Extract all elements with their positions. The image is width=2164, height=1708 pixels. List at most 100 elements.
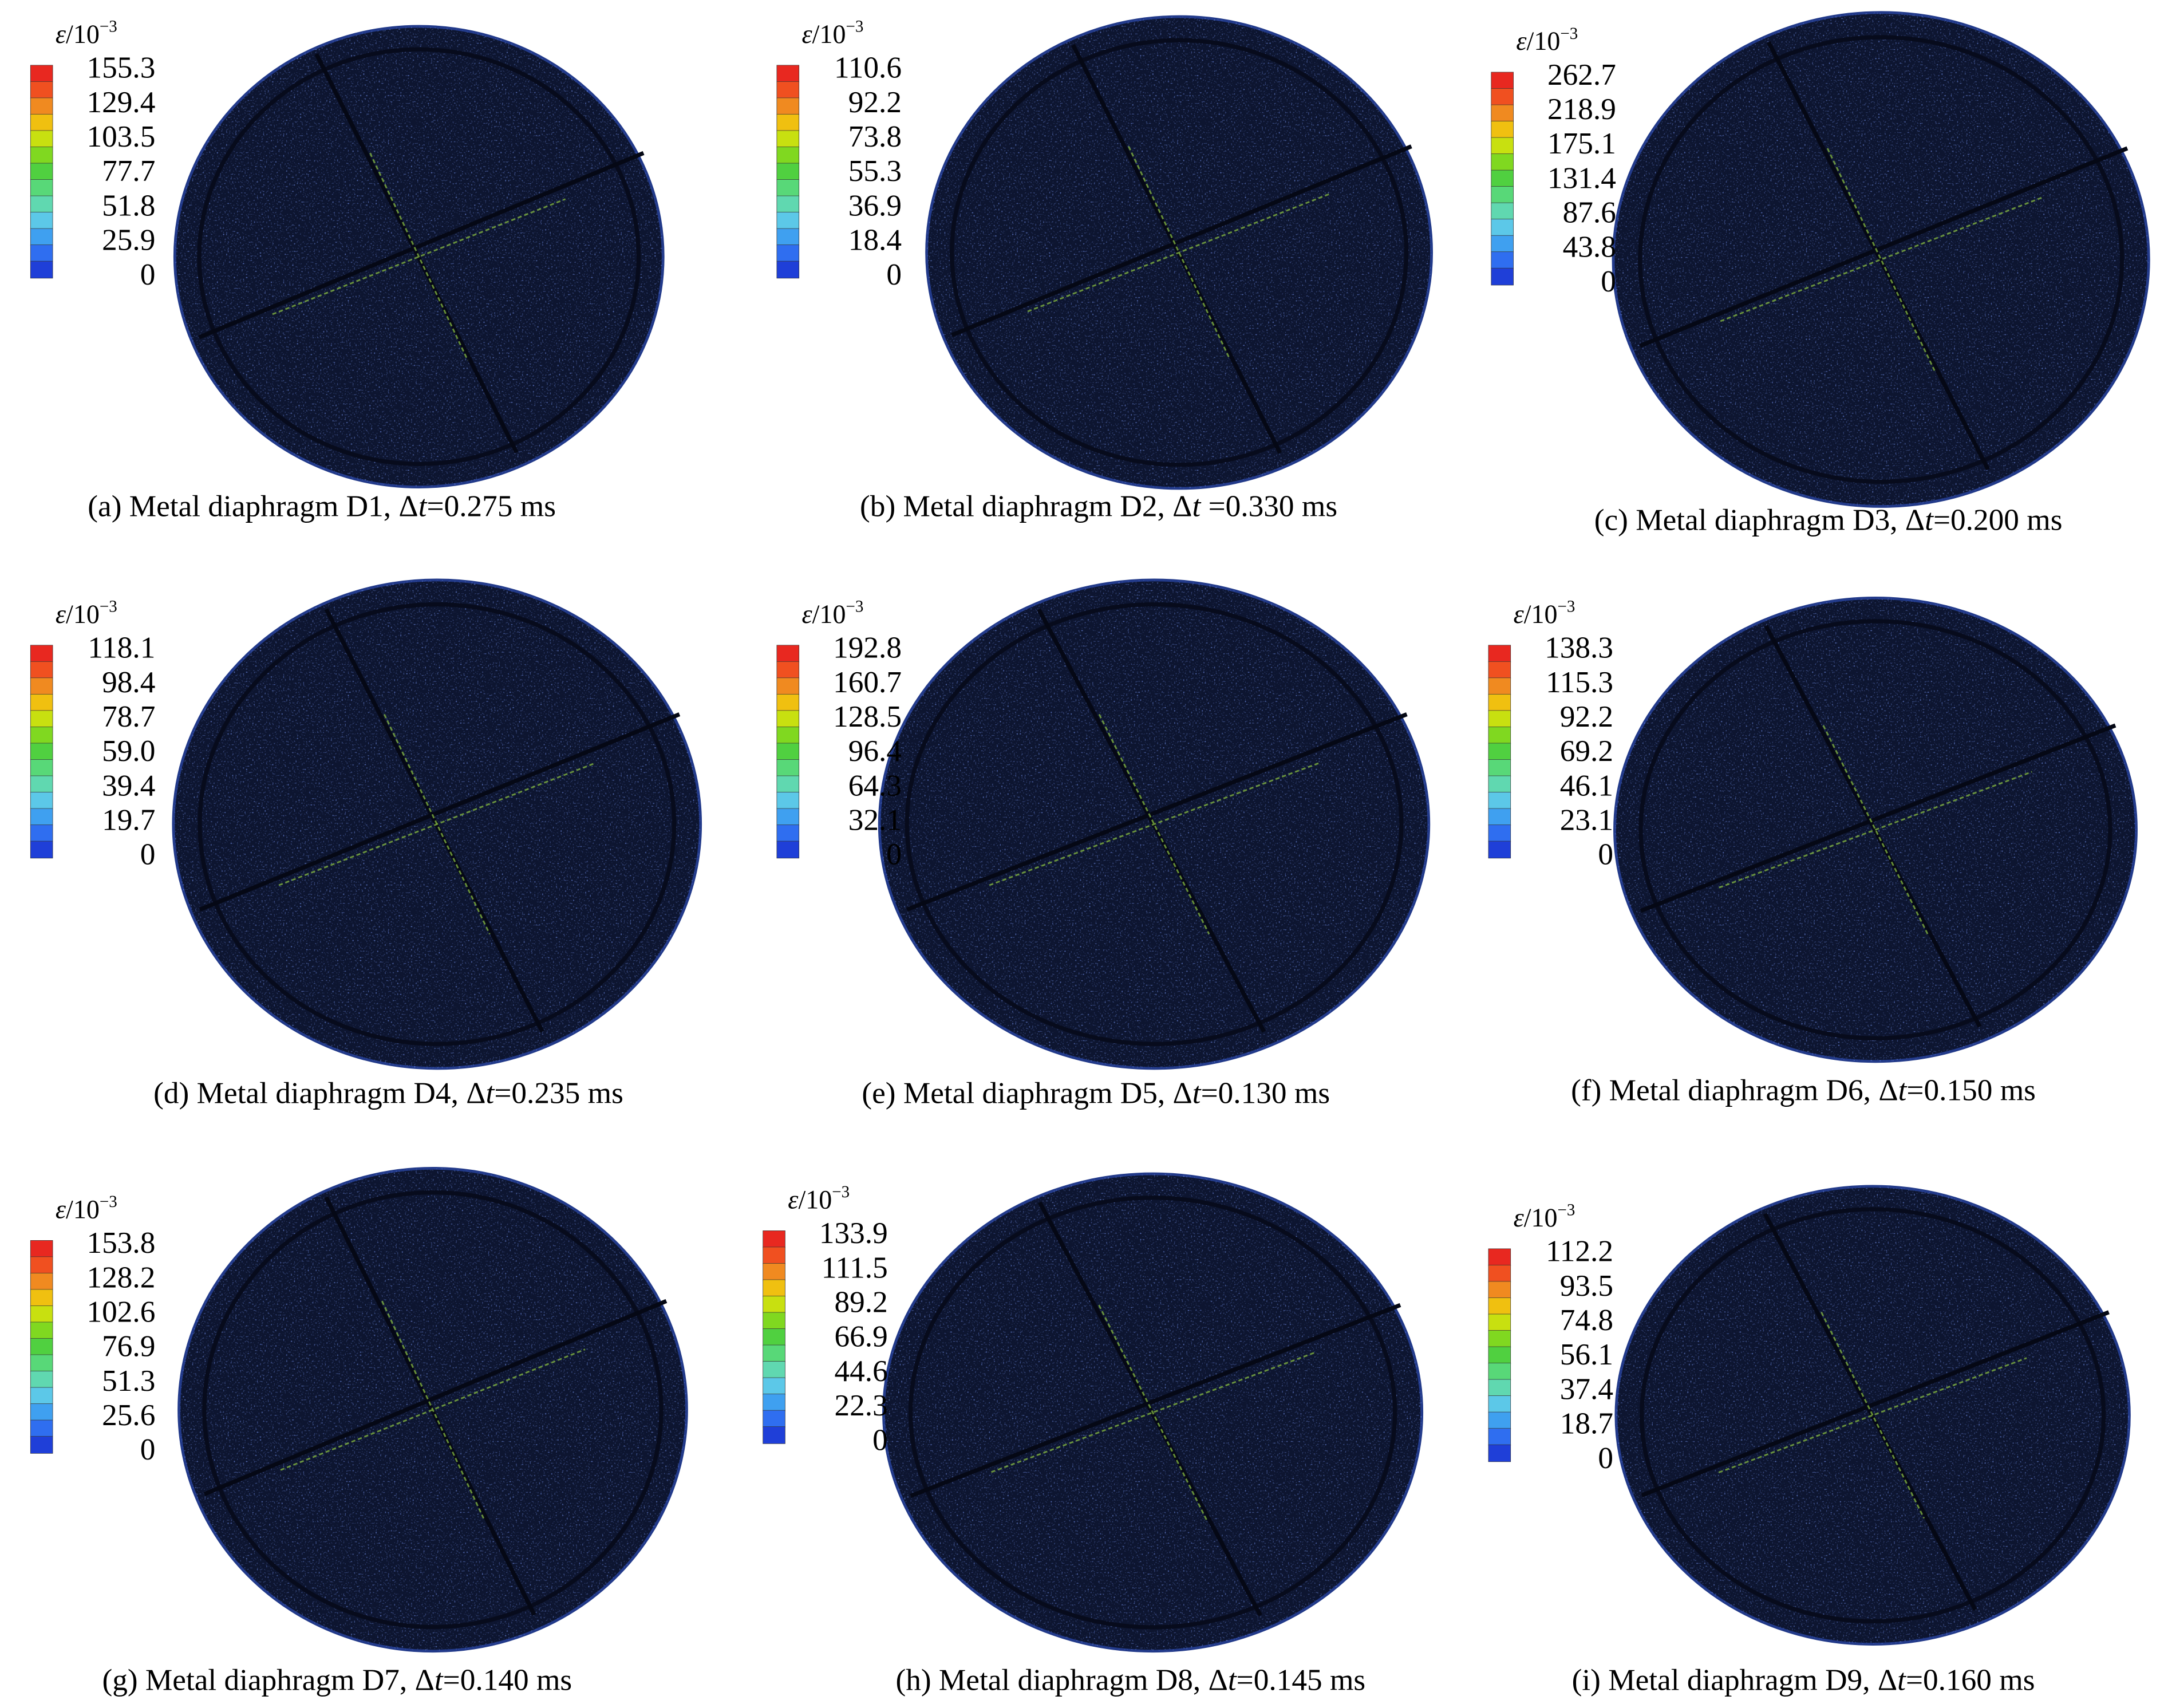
legend-tick-label: 51.3 — [102, 1364, 155, 1398]
legend-symbol: ε — [788, 1185, 799, 1214]
legend-tick-label: 25.6 — [102, 1398, 155, 1432]
strain-line — [280, 1348, 586, 1471]
color-band — [776, 228, 800, 246]
color-band — [30, 163, 53, 181]
color-band — [30, 710, 53, 728]
caption-text: (e) Metal diaphragm D5, Δ — [862, 1076, 1192, 1110]
legend-tick-label: 103.5 — [86, 120, 155, 153]
crack-line — [1639, 146, 2129, 348]
diaphragm-ring — [202, 1190, 664, 1630]
legend-label: ε/10−3 — [56, 18, 117, 49]
caption-text: =0.145 ms — [1237, 1663, 1365, 1697]
legend-label: ε/10−3 — [802, 598, 864, 629]
caption-text: (b) Metal diaphragm D2, Δ — [860, 489, 1192, 523]
legend-tick-label: 39.4 — [102, 768, 155, 802]
color-band — [763, 1328, 785, 1346]
legend-base: /10 — [1524, 599, 1558, 629]
color-band — [776, 841, 800, 859]
color-band — [776, 792, 800, 810]
legend-tick-label: 92.2 — [1560, 700, 1613, 733]
diaphragm-ring — [1640, 1207, 2106, 1624]
crack-line — [906, 712, 1408, 912]
caption-italic: t — [1192, 1076, 1202, 1110]
color-band — [776, 645, 800, 662]
legend-tick-label: 43.8 — [1563, 230, 1616, 264]
legend-tick-label: 46.1 — [1560, 768, 1613, 802]
strain-line — [1027, 192, 1331, 313]
caption-italic: t — [486, 1076, 495, 1110]
diaphragm-ring — [908, 1196, 1397, 1630]
color-band — [30, 1371, 53, 1389]
legend-tick-label: 192.8 — [833, 631, 902, 665]
legend-tick-label: 129.4 — [86, 85, 155, 119]
color-band — [763, 1361, 785, 1379]
color-band — [1488, 841, 1511, 859]
caption: (e) Metal diaphragm D5, Δt=0.130 ms — [862, 1076, 1330, 1110]
crack-line — [910, 1303, 1401, 1498]
legend-tick-label: 0 — [872, 1423, 888, 1457]
color-band — [30, 195, 53, 214]
legend-tick-label: 22.3 — [834, 1389, 887, 1422]
color-band — [776, 825, 800, 842]
legend-tick-label: 98.4 — [102, 665, 155, 699]
legend-tick-label: 32.1 — [848, 803, 902, 837]
strain-line — [1098, 1304, 1207, 1521]
legend-tick-label: 175.1 — [1547, 127, 1616, 160]
color-band — [1491, 88, 1514, 106]
color-band — [763, 1394, 785, 1411]
caption-italic: t — [1228, 1663, 1237, 1697]
color-band — [30, 130, 53, 148]
color-band — [1488, 1444, 1511, 1462]
color-band — [30, 677, 53, 695]
color-band — [1488, 759, 1511, 777]
crack-line — [324, 608, 544, 1033]
legend-tick-label: 131.4 — [1547, 161, 1616, 195]
color-band — [30, 661, 53, 679]
diaphragm-ring — [197, 47, 641, 466]
legend-tick-label: 74.8 — [1560, 1303, 1613, 1337]
legend-symbol: ε — [56, 599, 66, 629]
caption-text: =0.160 ms — [1906, 1663, 2035, 1697]
color-band — [1488, 693, 1511, 712]
legend-tick-label: 0 — [886, 838, 902, 871]
diaphragm-ring — [950, 38, 1409, 467]
color-band — [776, 710, 800, 728]
legend-base: /10 — [1527, 26, 1561, 56]
legend-symbol: ε — [802, 599, 813, 629]
color-band — [1491, 104, 1514, 123]
legend-symbol: ε — [802, 19, 813, 49]
color-band — [776, 130, 800, 148]
color-band — [776, 775, 800, 794]
legend-tick-label: 133.9 — [819, 1216, 888, 1250]
legend-base: /10 — [1524, 1203, 1558, 1232]
caption: (i) Metal diaphragm D9, Δt=0.160 ms — [1572, 1663, 2035, 1697]
legend-tick-label: 37.4 — [1560, 1372, 1613, 1406]
color-band — [1488, 1395, 1511, 1413]
legend-symbol: ε — [1514, 599, 1525, 629]
color-band — [30, 1338, 53, 1356]
legend-tick-label: 55.3 — [848, 154, 902, 188]
legend-tick-label: 51.8 — [102, 188, 155, 222]
legend-tick-label: 0 — [140, 838, 156, 871]
legend-label: ε/10−3 — [802, 18, 864, 49]
legend-exponent: −3 — [846, 18, 863, 36]
color-band — [30, 727, 53, 744]
color-band — [776, 97, 800, 116]
color-band — [763, 1247, 785, 1265]
crack-line — [951, 144, 1412, 337]
legend-tick-label: 0 — [1601, 265, 1616, 298]
color-band — [30, 179, 53, 197]
legend-tick-label: 102.6 — [86, 1295, 155, 1329]
color-band — [1488, 710, 1511, 728]
color-band — [30, 1289, 53, 1307]
color-band — [776, 163, 800, 181]
color-band — [1491, 235, 1514, 253]
strain-line — [989, 762, 1320, 886]
strain-line — [1719, 771, 2032, 889]
legend-tick-label: 76.9 — [102, 1330, 155, 1363]
color-band — [1491, 72, 1514, 90]
strain-line — [381, 1300, 485, 1519]
color-band — [1488, 1346, 1511, 1364]
color-band — [1488, 792, 1511, 810]
